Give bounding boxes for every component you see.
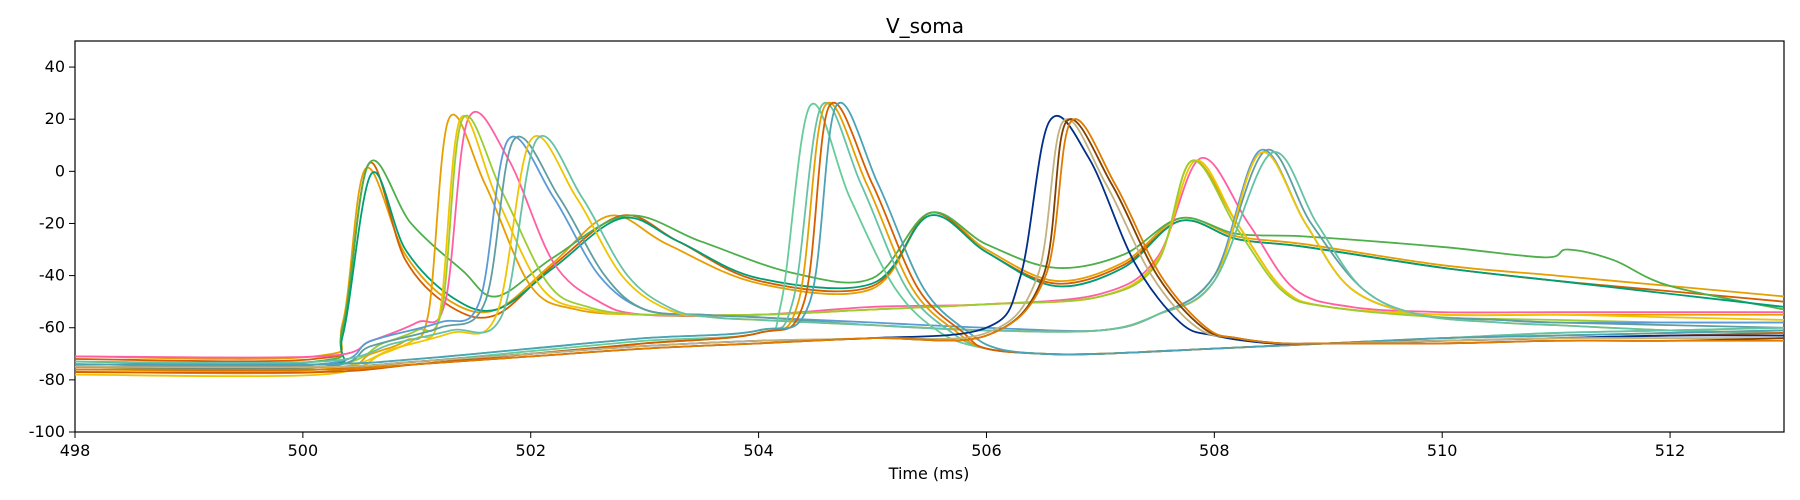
x-tick-label: 502 bbox=[515, 441, 546, 460]
series-line-6 bbox=[75, 110, 1784, 359]
y-tick-label: -100 bbox=[29, 422, 65, 441]
y-tick-label: -80 bbox=[39, 370, 65, 389]
y-tick-label: -60 bbox=[39, 318, 65, 337]
y-tick-label: -20 bbox=[39, 213, 65, 232]
series-line-12 bbox=[75, 135, 1784, 364]
y-tick-label: 0 bbox=[55, 161, 65, 180]
series-line-19 bbox=[75, 118, 1784, 369]
x-tick-label: 510 bbox=[1427, 441, 1458, 460]
x-tick-label: 498 bbox=[60, 441, 91, 460]
chart-title: V_soma bbox=[886, 14, 964, 38]
x-axis-label: Time (ms) bbox=[888, 464, 970, 483]
series-layer bbox=[75, 102, 1784, 378]
y-tick-label: 40 bbox=[45, 57, 65, 76]
y-axis: -100 -80 -60 -40 -20 0 20 40 bbox=[29, 57, 75, 441]
series-line-17 bbox=[75, 102, 1784, 366]
y-tick-label: -40 bbox=[39, 266, 65, 285]
x-tick-label: 504 bbox=[743, 441, 774, 460]
x-tick-label: 508 bbox=[1199, 441, 1230, 460]
x-tick-label: 512 bbox=[1655, 441, 1686, 460]
series-line-21 bbox=[75, 118, 1784, 371]
y-tick-label: 20 bbox=[45, 109, 65, 128]
series-line-4 bbox=[75, 171, 1784, 368]
x-tick-label: 506 bbox=[971, 441, 1002, 460]
series-line-3 bbox=[75, 159, 1784, 366]
x-axis: 498 500 502 504 506 508 510 512 bbox=[60, 432, 1686, 460]
x-tick-label: 500 bbox=[288, 441, 319, 460]
